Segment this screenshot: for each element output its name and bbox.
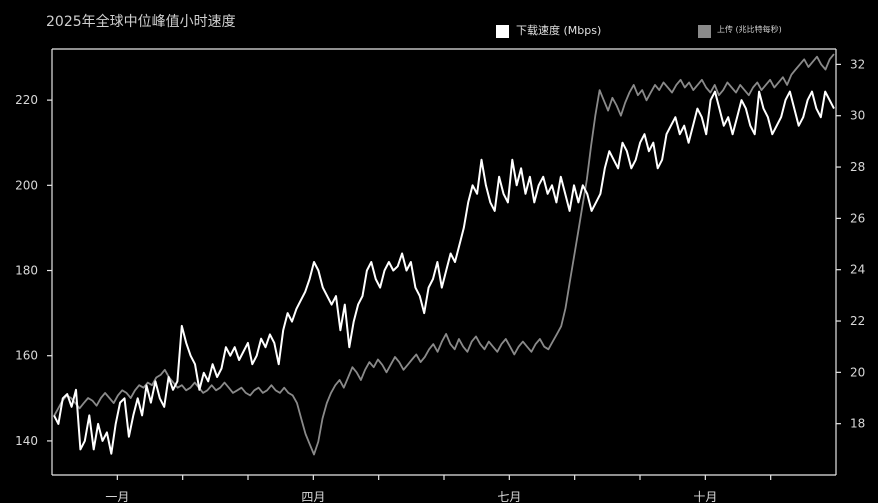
x-tick-label: 一月 xyxy=(105,490,129,503)
y-right-tick-label: 20 xyxy=(850,365,865,379)
chart-title: 2025年全球中位峰值小时速度 xyxy=(46,13,236,30)
x-tick-label: 七月 xyxy=(497,490,521,503)
legend-label-download: 下载速度 (Mbps) xyxy=(516,23,601,37)
y-axis-left: 140 160 180 200 220 xyxy=(15,93,52,448)
y-left-tick-label: 220 xyxy=(15,93,38,107)
x-axis: 一月 四月 七月 十月 xyxy=(105,475,772,503)
y-right-tick-label: 26 xyxy=(850,211,865,225)
x-tick-label: 十月 xyxy=(693,490,717,503)
y-right-tick-label: 22 xyxy=(850,314,865,328)
series-layer xyxy=(53,53,835,456)
x-tick-label: 四月 xyxy=(301,490,325,503)
y-axis-right: 18 20 22 24 26 28 30 32 xyxy=(836,57,865,431)
y-right-tick-label: 24 xyxy=(850,263,865,277)
y-left-tick-label: 160 xyxy=(15,349,38,363)
y-right-tick-label: 30 xyxy=(850,109,865,123)
series-line-download xyxy=(53,90,835,455)
y-left-tick-label: 200 xyxy=(15,178,38,192)
y-right-tick-label: 18 xyxy=(850,417,865,431)
legend-swatch-upload xyxy=(698,25,711,38)
legend: 下载速度 (Mbps) 上传 (兆比特每秒) xyxy=(496,23,782,38)
legend-swatch-download xyxy=(496,25,509,38)
y-left-tick-label: 180 xyxy=(15,264,38,278)
legend-label-upload: 上传 (兆比特每秒) xyxy=(717,24,782,34)
y-left-tick-label: 140 xyxy=(15,434,38,448)
y-right-tick-label: 28 xyxy=(850,160,865,174)
series-line-upload xyxy=(53,53,835,456)
y-right-tick-label: 32 xyxy=(850,57,865,71)
